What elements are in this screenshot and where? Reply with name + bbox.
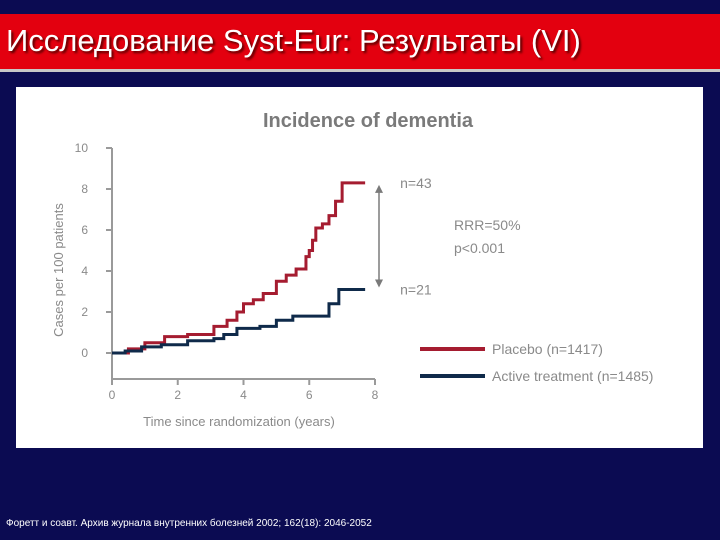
x-tick-label-3: 6	[306, 388, 313, 402]
legend-label-0: Placebo (n=1417)	[492, 341, 603, 357]
chart-title: Incidence of dementia	[263, 110, 474, 132]
series-line-0	[112, 181, 366, 355]
chart-panel: Incidence of dementia Cases per 100 pati…	[16, 87, 703, 448]
y-tick-label-4: 8	[81, 182, 88, 196]
x-tick-label-0: 0	[109, 388, 116, 402]
x-tick-label-1: 2	[174, 388, 181, 402]
p-value-annotation: p<0.001	[454, 240, 505, 256]
series-end-label-0: n=43	[400, 175, 432, 191]
citation-footer: Форетт и соавт. Архив журнала внутренних…	[6, 518, 372, 529]
y-tick-label-5: 10	[75, 141, 89, 155]
difference-arrow-head-bottom	[375, 279, 383, 288]
title-bar: Исследование Syst-Eur: Результаты (VI)	[0, 14, 720, 72]
dementia-chart: Incidence of dementia Cases per 100 pati…	[51, 110, 653, 429]
y-tick-label-2: 4	[81, 264, 88, 278]
legend-label-1: Active treatment (n=1485)	[492, 368, 653, 384]
x-tick-label-4: 8	[372, 388, 379, 402]
y-tick-label-3: 6	[81, 223, 88, 237]
y-tick-label-0: 0	[81, 346, 88, 360]
x-tick-label-2: 4	[240, 388, 247, 402]
rrr-annotation: RRR=50%	[454, 217, 521, 233]
series-line-1	[112, 287, 366, 355]
difference-arrow-head-top	[375, 184, 383, 193]
series-end-label-1: n=21	[400, 281, 432, 297]
x-axis-label: Time since randomization (years)	[143, 414, 335, 429]
y-tick-label-1: 2	[81, 305, 88, 319]
slide-title: Исследование Syst-Eur: Результаты (VI)	[6, 23, 581, 58]
y-axis-label: Cases per 100 patients	[51, 203, 66, 337]
